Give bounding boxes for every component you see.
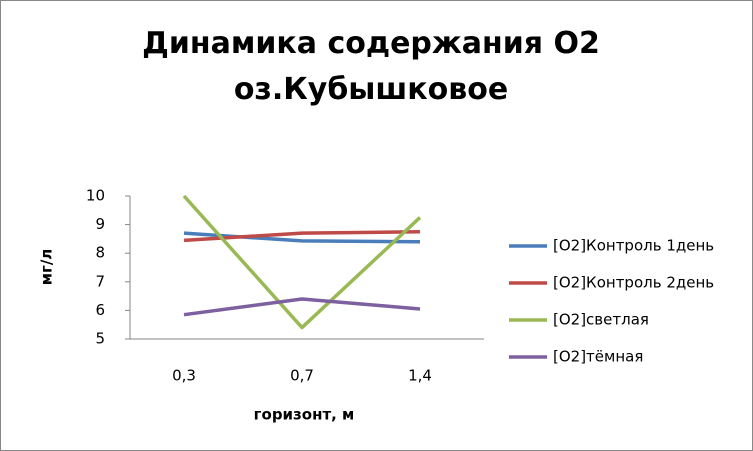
series-line [183,297,421,317]
x-tick-label: 1,4 [408,367,432,385]
chart-title: Динамика содержания О2 оз.Кубышковое [142,26,600,107]
y-tick-label: 8 [95,244,105,262]
legend-label: [O2]тёмная [553,348,643,366]
y-tick-label: 7 [95,272,105,290]
y-tick-label: 6 [95,301,105,319]
legend-label: [O2]Контроль 2день [553,274,714,292]
y-axis-label: мг/л [38,249,56,286]
x-tick-label: 0,3 [172,367,196,385]
y-tick-label: 10 [86,187,105,205]
legend-label: [O2]светлая [553,311,649,329]
legend-label: [O2]Контроль 1день [553,237,714,255]
series-line [183,231,421,244]
y-tick-label: 5 [95,330,105,348]
x-axis-label: горизонт, м [254,406,355,424]
series-line [182,194,422,330]
x-tick-label: 0,7 [290,367,314,385]
y-tick-label: 9 [95,215,105,233]
